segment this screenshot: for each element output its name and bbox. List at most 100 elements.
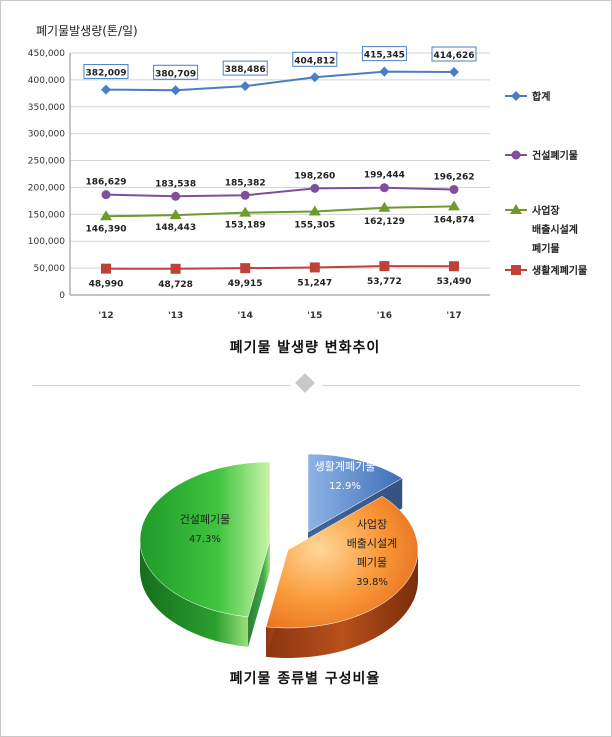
y-tick-label: 200,000	[28, 183, 65, 193]
data-label-box	[431, 46, 477, 62]
data-point	[379, 66, 390, 77]
series-line	[105, 265, 455, 270]
data-point	[240, 81, 251, 92]
series-line	[105, 186, 455, 198]
data-label: 155,305	[294, 220, 335, 230]
data-point	[511, 150, 521, 160]
pie-slice	[307, 453, 403, 533]
data-label: 196,262	[434, 172, 475, 182]
data-point	[449, 67, 459, 78]
data-label: 53,490	[437, 277, 472, 287]
pie-slice	[139, 461, 271, 618]
x-tick-label: '17	[446, 311, 461, 321]
legend-label: 폐기물	[532, 242, 560, 255]
y-tick-label: 450,000	[28, 49, 65, 59]
data-point	[511, 265, 521, 275]
legend-label: 합계	[532, 90, 550, 103]
series-line	[105, 70, 455, 92]
legend-label: 건설폐기물	[532, 149, 578, 162]
data-point	[239, 206, 252, 217]
data-label: 153,189	[225, 221, 266, 231]
data-point	[169, 209, 182, 220]
data-label-box	[83, 64, 129, 80]
legend-label: 생활계폐기물	[532, 264, 587, 277]
data-label-box	[361, 46, 407, 62]
pie-slice-label: 폐기물	[357, 556, 387, 569]
data-point	[240, 190, 250, 200]
pie-chart-caption: 폐기물 종류별 구성비율	[229, 671, 381, 687]
data-point	[378, 201, 391, 212]
data-point	[379, 261, 390, 272]
data-point	[448, 200, 460, 211]
data-point	[309, 72, 320, 83]
data-point	[240, 263, 251, 274]
pie-slice-percent: 47.3%	[189, 534, 221, 545]
data-label: 51,247	[297, 278, 332, 288]
y-tick-label: 100,000	[28, 237, 65, 247]
data-label: 164,874	[434, 215, 475, 225]
data-point	[449, 184, 459, 194]
data-label-box	[292, 51, 338, 67]
pie-slice-label: 건설폐기물	[180, 513, 231, 526]
pie-slice-label: 배출시설계	[347, 537, 398, 550]
x-tick-label: '16	[377, 311, 392, 321]
pie-slice-side	[140, 540, 249, 647]
data-label: 185,382	[225, 178, 266, 188]
x-tick-label: '14	[238, 311, 253, 321]
y-tick-label: 50,000	[34, 264, 66, 274]
legend-label: 배출시설계	[532, 223, 578, 236]
y-tick-label: 350,000	[28, 103, 65, 113]
y-tick-label: 0	[59, 291, 65, 301]
data-point	[170, 263, 181, 274]
data-point	[510, 204, 522, 214]
x-tick-label: '13	[168, 311, 183, 321]
data-label: 198,260	[294, 171, 335, 181]
data-point	[101, 263, 111, 274]
x-tick-label: '12	[98, 311, 113, 321]
divider-right	[322, 385, 580, 386]
data-label: 162,129	[364, 217, 405, 227]
pie-slice-percent: 12.9%	[329, 481, 361, 492]
data-label: 183,538	[155, 179, 196, 189]
data-label: 380,709	[155, 69, 196, 79]
data-point	[379, 183, 389, 193]
pie-slice-percent: 39.8%	[356, 577, 388, 588]
data-point	[170, 85, 181, 96]
data-label-box	[153, 64, 199, 80]
y-tick-label: 400,000	[28, 76, 65, 86]
legend-label: 사업장	[532, 204, 560, 217]
data-point	[308, 205, 321, 216]
data-point	[171, 191, 181, 201]
y-tick-label: 150,000	[28, 210, 65, 220]
data-label: 49,915	[228, 279, 263, 289]
data-label: 186,629	[86, 178, 127, 188]
data-point	[101, 190, 111, 200]
data-point	[449, 261, 459, 272]
data-point	[511, 91, 521, 101]
data-label: 415,345	[364, 51, 405, 61]
data-label: 199,444	[364, 171, 405, 181]
y-tick-label: 250,000	[28, 157, 65, 167]
data-label-box	[222, 60, 268, 76]
data-label: 148,443	[155, 223, 196, 233]
series-line	[105, 205, 455, 218]
data-label: 382,009	[86, 69, 127, 79]
y-axis-unit-label: 폐기물발생량(톤/일)	[36, 24, 138, 38]
data-point	[310, 183, 320, 193]
data-label: 146,390	[86, 224, 127, 234]
y-tick-label: 300,000	[28, 130, 65, 140]
pie-slice-label: 사업장	[357, 518, 387, 531]
data-label: 388,486	[225, 65, 266, 75]
pie-slice	[265, 495, 419, 629]
data-label: 53,772	[367, 277, 402, 287]
data-label: 414,626	[434, 51, 475, 61]
pie-slice-side	[266, 550, 419, 658]
divider-left	[32, 385, 290, 386]
data-point	[309, 262, 320, 273]
line-chart: 0 50,000 100,000 150,000 200,000 250,000 300,0…	[28, 46, 587, 321]
data-label: 48,990	[89, 280, 124, 290]
x-tick-label: '15	[307, 311, 322, 321]
pie-slice-wall	[248, 540, 270, 647]
data-label: 48,728	[158, 280, 193, 290]
